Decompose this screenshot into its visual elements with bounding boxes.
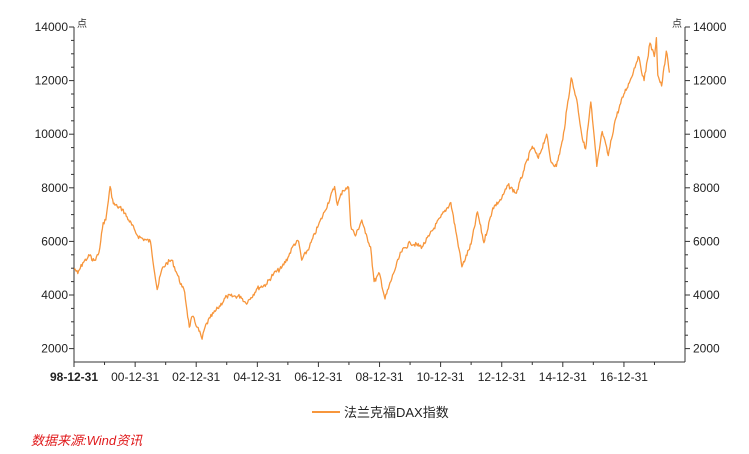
x-tick-label: 12-12-31 xyxy=(478,370,526,384)
series-layer xyxy=(73,37,671,340)
y-tick-label-right: 10000 xyxy=(693,127,727,141)
y-tick-label-left: 12000 xyxy=(35,74,69,88)
y-tick-label-left: 14000 xyxy=(35,20,69,34)
unit-label-left: 点 xyxy=(77,18,87,30)
y-tick-label-left: 4000 xyxy=(41,288,68,302)
x-tick-label: 98-12-31 xyxy=(50,370,98,384)
y-tick-label-right: 14000 xyxy=(693,20,727,34)
plot-frame xyxy=(73,27,686,363)
y-ticks-left: 2000 4000 6000 8000 10000 12000 14000 xyxy=(35,20,74,356)
legend: 法兰克福DAX指数 xyxy=(312,402,449,421)
y-tick-label-right: 2000 xyxy=(693,342,720,356)
y-tick-label-left: 2000 xyxy=(41,342,68,356)
y-tick-label-right: 8000 xyxy=(693,181,720,195)
chart-svg: 2000 4000 6000 8000 10000 12000 14000 2000 4000… xyxy=(35,18,727,384)
x-tick-label: 16-12-31 xyxy=(600,370,648,384)
x-tick-label: 08-12-31 xyxy=(356,370,404,384)
legend-label: 法兰克福DAX指数 xyxy=(344,405,449,420)
x-tick-label: 14-12-31 xyxy=(539,370,587,384)
source-note: 数据来源:Wind资讯 xyxy=(31,433,143,448)
x-tick-label: 02-12-31 xyxy=(172,370,220,384)
x-tick-label: 04-12-31 xyxy=(233,370,281,384)
y-tick-label-left: 8000 xyxy=(41,181,68,195)
y-tick-label-right: 12000 xyxy=(693,74,727,88)
x-tick-label: 00-12-31 xyxy=(111,370,159,384)
y-tick-label-right: 6000 xyxy=(693,234,720,248)
y-tick-label-right: 4000 xyxy=(693,288,720,302)
unit-label-right: 点 xyxy=(672,18,682,30)
legend-swatch xyxy=(312,410,340,413)
y-tick-label-left: 10000 xyxy=(35,127,69,141)
x-tick-label: 06-12-31 xyxy=(294,370,342,384)
series-line xyxy=(73,37,671,340)
y-tick-label-left: 6000 xyxy=(41,234,68,248)
x-tick-label: 10-12-31 xyxy=(417,370,465,384)
y-ticks-right: 2000 4000 6000 8000 10000 12000 14000 xyxy=(685,20,727,356)
x-ticks: 98-12-31 00-12-31 02-12-31 04-12-31 06-12-31… xyxy=(50,362,655,384)
